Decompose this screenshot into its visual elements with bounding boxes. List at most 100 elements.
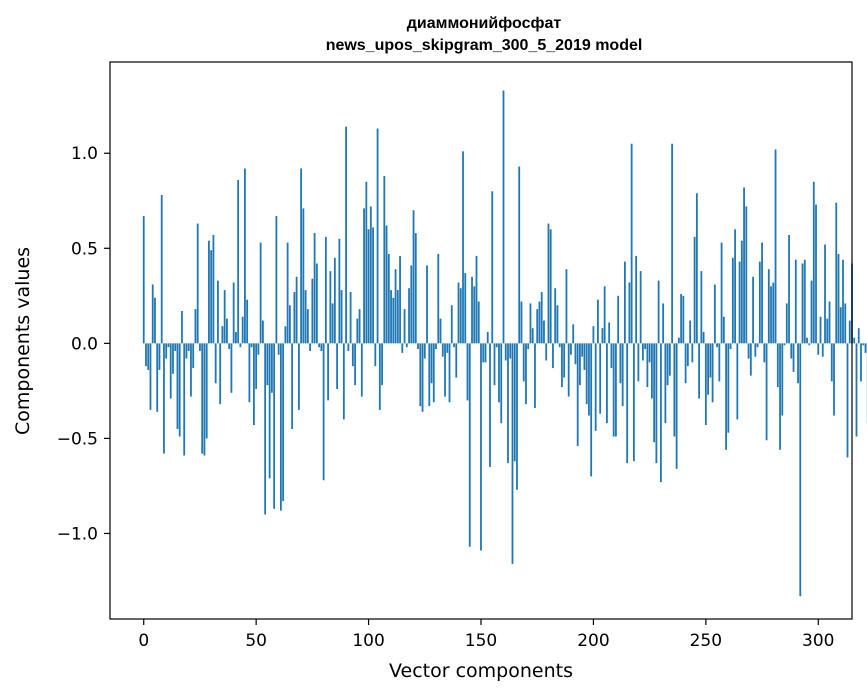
y-tick-label: 1.0 [71, 144, 98, 164]
bar [516, 343, 518, 490]
bar [563, 343, 566, 378]
bar [659, 343, 662, 483]
bar [244, 168, 246, 344]
bar [808, 343, 811, 346]
bar [511, 343, 514, 564]
bar [410, 265, 413, 344]
bar [262, 320, 264, 344]
bar [255, 343, 258, 389]
bar [747, 343, 750, 359]
x-tick-label: 100 [352, 631, 384, 651]
bar [295, 276, 298, 344]
bar [633, 343, 635, 462]
bar [599, 343, 602, 414]
bar [192, 343, 195, 369]
bar [522, 343, 525, 382]
bar [648, 343, 651, 363]
bar [232, 282, 235, 344]
bar [776, 343, 779, 388]
bar [291, 343, 294, 429]
bar [610, 343, 613, 369]
bar [297, 343, 300, 410]
bar [842, 259, 844, 344]
y-tick-label: 0.0 [71, 334, 98, 354]
bar [720, 242, 723, 344]
bar [650, 343, 653, 399]
bar [837, 254, 840, 344]
bar [142, 215, 145, 344]
bar [304, 290, 307, 344]
bar [597, 299, 599, 344]
bar [810, 280, 813, 344]
bar [839, 307, 842, 344]
bar [745, 206, 748, 344]
bar [785, 303, 788, 344]
bar [835, 202, 838, 344]
bar [864, 343, 867, 353]
bar [217, 280, 219, 344]
bar [543, 320, 545, 344]
bar [833, 343, 835, 416]
bar [727, 343, 730, 433]
x-tick-label: 200 [577, 631, 609, 651]
bar [520, 301, 523, 344]
bar [448, 343, 451, 403]
bar [219, 343, 222, 405]
bar [156, 343, 159, 412]
bar [749, 343, 752, 376]
bar [358, 309, 361, 344]
bar [419, 343, 422, 407]
x-tick-label: 300 [802, 631, 834, 651]
bar [318, 343, 321, 348]
bar [671, 143, 674, 344]
bar [327, 343, 329, 401]
bar [803, 259, 806, 344]
bar [581, 343, 584, 357]
bar [167, 343, 170, 348]
bar [374, 343, 377, 367]
bar [313, 233, 316, 344]
bar [235, 331, 237, 344]
bar [237, 179, 240, 344]
bar [430, 343, 433, 384]
bar [340, 290, 343, 344]
bar [509, 343, 512, 359]
bar [302, 208, 305, 344]
bar [801, 263, 804, 344]
bar [576, 343, 579, 447]
bar [369, 206, 372, 344]
y-tick-label: −1.0 [57, 524, 98, 544]
bar [172, 343, 174, 374]
bar [635, 255, 638, 344]
bar [502, 90, 505, 344]
bar [250, 343, 253, 348]
x-tick-label: 150 [465, 631, 497, 651]
bar [624, 261, 626, 344]
bar [437, 254, 440, 344]
bar [812, 181, 815, 344]
bar [279, 343, 282, 511]
bar [673, 343, 676, 437]
bar [324, 236, 327, 344]
bar [230, 343, 233, 393]
bar [862, 343, 865, 346]
bar [626, 343, 629, 464]
bar [349, 292, 352, 344]
bar [734, 229, 736, 344]
bar [518, 166, 521, 344]
bar [846, 343, 849, 458]
bar [711, 343, 714, 403]
bar [644, 343, 647, 350]
bar [338, 238, 341, 344]
bar [174, 343, 177, 351]
bar [360, 343, 363, 397]
bar [208, 240, 210, 344]
bar [698, 343, 700, 399]
bar [432, 343, 435, 403]
bar [675, 343, 678, 469]
bar [329, 271, 332, 344]
bar [655, 343, 658, 464]
bar [201, 343, 204, 454]
bar [565, 269, 568, 344]
bar [821, 343, 824, 357]
